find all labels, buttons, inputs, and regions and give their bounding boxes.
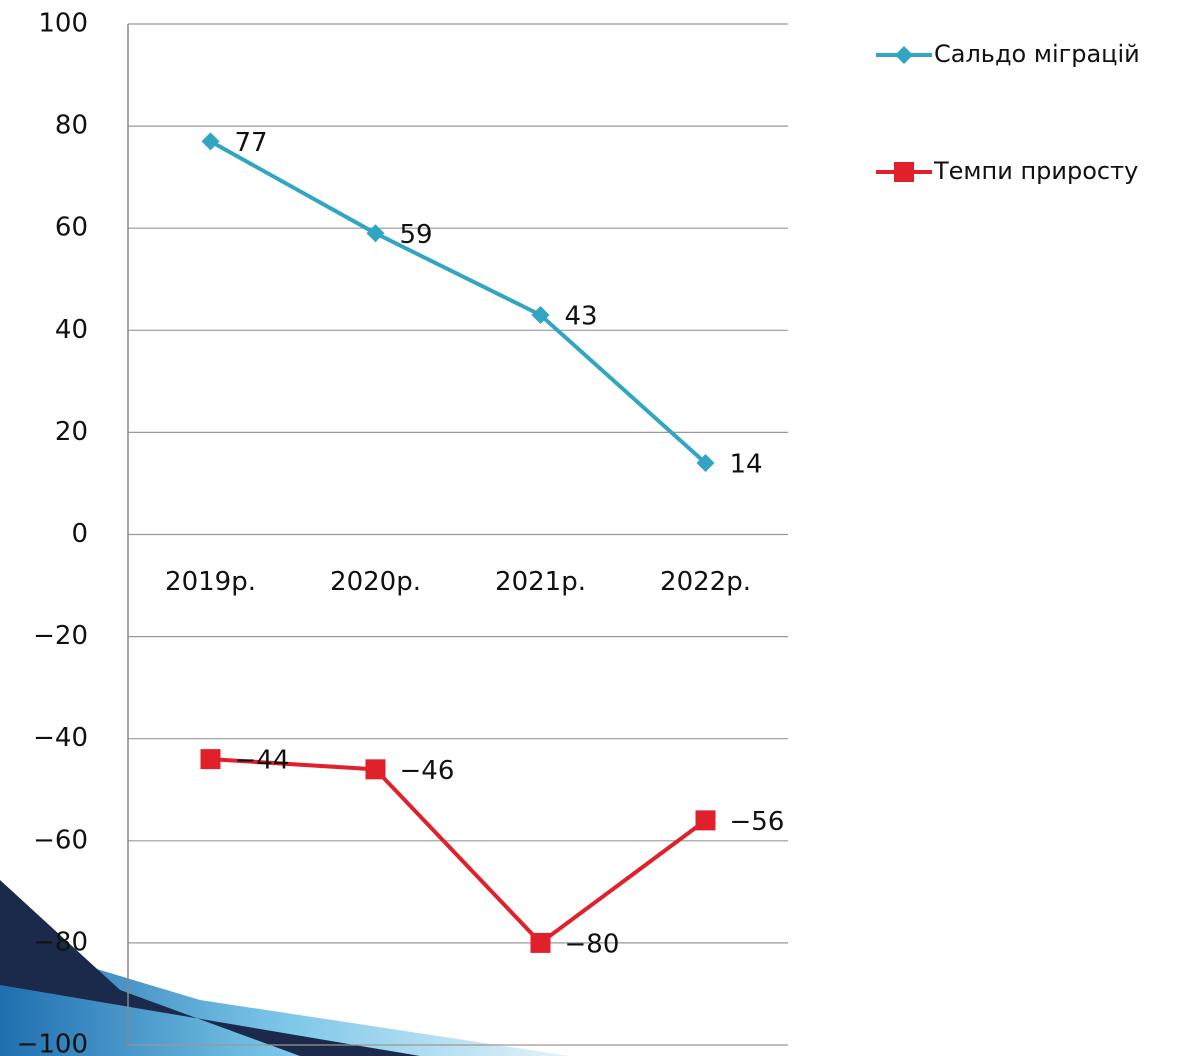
decoration bbox=[0, 880, 420, 1056]
marker bbox=[365, 759, 386, 780]
series-line bbox=[209, 139, 707, 465]
legend-label: Сальдо міграцій bbox=[934, 40, 1140, 68]
y-tick-label: −40 bbox=[33, 723, 88, 753]
data-label: 43 bbox=[565, 301, 598, 331]
marker bbox=[531, 305, 550, 324]
series-line bbox=[210, 757, 707, 946]
x-tick-label: 2022р. bbox=[660, 567, 751, 597]
x-tick-label: 2020р. bbox=[330, 567, 421, 597]
legend-marker bbox=[895, 46, 913, 64]
data-label: 14 bbox=[730, 450, 763, 480]
y-tick-label: 100 bbox=[38, 9, 88, 39]
marker bbox=[200, 749, 221, 770]
y-tick-label: 20 bbox=[55, 417, 88, 447]
y-tick-label: −80 bbox=[33, 927, 88, 957]
x-tick-label: 2019р. bbox=[165, 567, 256, 597]
decoration bbox=[0, 940, 570, 1056]
marker bbox=[366, 224, 385, 243]
data-label: 77 bbox=[235, 128, 268, 158]
data-label: −56 bbox=[730, 807, 785, 837]
marker bbox=[201, 132, 220, 151]
data-label: −46 bbox=[400, 756, 455, 786]
legend-marker bbox=[894, 162, 914, 182]
data-label: −80 bbox=[565, 929, 620, 959]
legend-label: Темпи приросту bbox=[933, 157, 1138, 185]
y-tick-label: −60 bbox=[33, 825, 88, 855]
y-tick-label: 0 bbox=[71, 519, 88, 549]
y-tick-label: 80 bbox=[55, 111, 88, 141]
x-tick-label: 2021р. bbox=[495, 567, 586, 597]
marker bbox=[695, 810, 716, 831]
marker bbox=[696, 454, 715, 473]
data-label: −44 bbox=[235, 746, 290, 776]
y-tick-label: −100 bbox=[17, 1030, 88, 1056]
y-tick-label: 60 bbox=[55, 213, 88, 243]
data-label: 59 bbox=[400, 220, 433, 250]
y-tick-label: 40 bbox=[55, 315, 88, 345]
y-tick-label: −20 bbox=[33, 621, 88, 651]
marker bbox=[530, 932, 551, 953]
